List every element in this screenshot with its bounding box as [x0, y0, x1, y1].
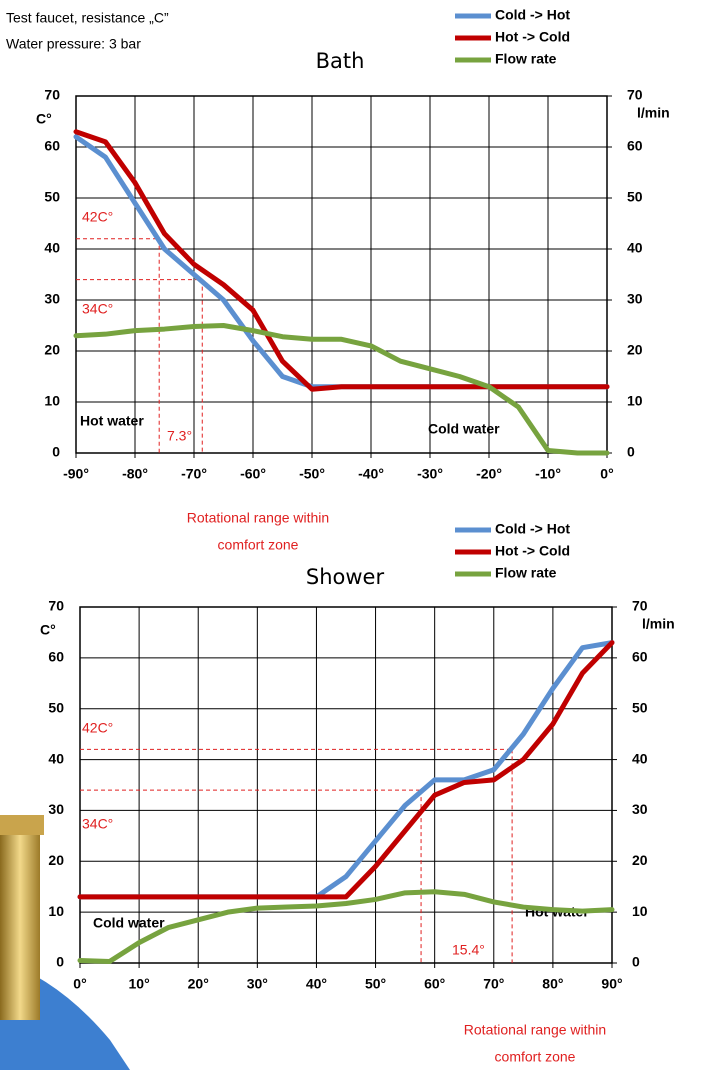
- series-line: [77, 640, 615, 900]
- x-tick-label: 40°: [306, 976, 327, 992]
- x-tick-label: -30°: [417, 466, 443, 482]
- y-tick-label: 0: [52, 444, 60, 460]
- x-tick-label: 10°: [129, 976, 150, 992]
- y-tick-label: 70: [48, 598, 64, 614]
- reference-label: 34C°: [82, 816, 113, 832]
- y-tick-label: 10: [48, 903, 64, 919]
- legend-label: Hot -> Cold: [495, 29, 570, 45]
- y-tick-label: 40: [48, 750, 64, 766]
- x-tick-label: 70°: [483, 976, 504, 992]
- y-axis-label: C°: [36, 111, 52, 127]
- chart-title: Bath: [316, 49, 365, 73]
- reference-label: 42C°: [82, 209, 113, 225]
- annotation: Hot water: [80, 413, 144, 429]
- y2-tick-label: 10: [627, 393, 643, 409]
- range-label: 7.3°: [167, 428, 192, 444]
- range-note: Rotational range within: [464, 1022, 606, 1038]
- y-axis-label: C°: [40, 622, 56, 638]
- range-label: 15.4°: [452, 942, 485, 958]
- y2-tick-label: 20: [627, 342, 643, 358]
- reference-label: 42C°: [82, 720, 113, 736]
- y2-tick-label: 0: [627, 444, 635, 460]
- y2-tick-label: 40: [627, 240, 643, 256]
- x-tick-label: -70°: [181, 466, 207, 482]
- y2-tick-label: 50: [632, 699, 648, 715]
- y-tick-label: 50: [44, 189, 60, 205]
- series-line: [73, 134, 610, 390]
- y2-tick-label: 20: [632, 852, 648, 868]
- x-tick-label: -40°: [358, 466, 384, 482]
- x-tick-label: -20°: [476, 466, 502, 482]
- chart-title: Shower: [306, 565, 385, 589]
- y-tick-label: 50: [48, 699, 64, 715]
- x-tick-label: 50°: [365, 976, 386, 992]
- x-tick-label: -90°: [63, 466, 89, 482]
- x-tick-label: -10°: [535, 466, 561, 482]
- y-tick-label: 0: [56, 954, 64, 970]
- x-tick-label: -50°: [299, 466, 325, 482]
- y-tick-label: 30: [44, 291, 60, 307]
- y-tick-label: 10: [44, 393, 60, 409]
- x-tick-label: -80°: [122, 466, 148, 482]
- chart: Bath -90° -80° -70° -60° -50° -40° -30° -20° -10°…: [36, 7, 670, 553]
- y-tick-label: 60: [48, 649, 64, 665]
- y-tick-label: 20: [48, 852, 64, 868]
- annotation: Cold water: [428, 421, 500, 437]
- y2-tick-label: 30: [627, 291, 643, 307]
- annotation: Cold water: [93, 915, 165, 931]
- legend-label: Cold -> Hot: [495, 521, 570, 537]
- x-tick-label: 60°: [424, 976, 445, 992]
- y2-tick-label: 70: [627, 87, 643, 103]
- y2-tick-label: 50: [627, 189, 643, 205]
- range-note: comfort zone: [495, 1049, 576, 1065]
- series-line: [73, 323, 610, 456]
- x-tick-label: 20°: [188, 976, 209, 992]
- x-tick-label: 90°: [601, 976, 622, 992]
- series-line: [77, 640, 615, 900]
- legend-label: Flow rate: [495, 565, 557, 581]
- chart: Shower 0° 10° 20° 30° 40° 50° 60° 70° 80° 90° 0 10 20…: [40, 521, 675, 1065]
- x-tick-label: 0°: [600, 466, 613, 482]
- y-tick-label: 30: [48, 801, 64, 817]
- y2-tick-label: 10: [632, 903, 648, 919]
- reference-label: 34C°: [82, 301, 113, 317]
- y-tick-label: 60: [44, 138, 60, 154]
- y2-tick-label: 70: [632, 598, 648, 614]
- legend-label: Cold -> Hot: [495, 7, 570, 23]
- range-note: Rotational range within: [187, 510, 329, 526]
- y2-tick-label: 0: [632, 954, 640, 970]
- faucet-photo: [0, 815, 130, 1070]
- range-note: comfort zone: [218, 537, 299, 553]
- y-tick-label: 70: [44, 87, 60, 103]
- y2-tick-label: 40: [632, 750, 648, 766]
- series-line: [77, 889, 615, 964]
- y2-tick-label: 30: [632, 801, 648, 817]
- x-tick-label: -60°: [240, 466, 266, 482]
- legend-label: Hot -> Cold: [495, 543, 570, 559]
- y2-tick-label: 60: [632, 649, 648, 665]
- y2-axis-label: l/min: [642, 616, 675, 632]
- series-line: [73, 129, 610, 392]
- y-tick-label: 20: [44, 342, 60, 358]
- y2-axis-label: l/min: [637, 105, 670, 121]
- x-tick-label: 80°: [542, 976, 563, 992]
- x-tick-label: 30°: [247, 976, 268, 992]
- y-tick-label: 40: [44, 240, 60, 256]
- header-line: Test faucet, resistance „C”: [6, 10, 169, 26]
- plot-frame: [75, 95, 608, 454]
- header-line: Water pressure: 3 bar: [6, 36, 141, 52]
- y2-tick-label: 60: [627, 138, 643, 154]
- plot-frame: [79, 606, 613, 964]
- legend-label: Flow rate: [495, 51, 557, 67]
- x-tick-label: 0°: [73, 976, 86, 992]
